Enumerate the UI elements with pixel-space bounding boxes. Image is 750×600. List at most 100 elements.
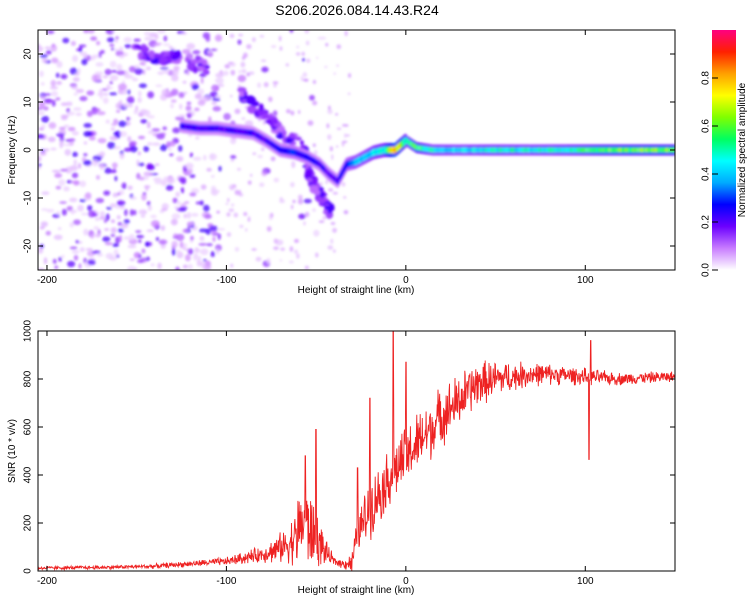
spectrogram-cell: [51, 57, 59, 64]
spectrogram-cell: [144, 36, 153, 41]
spectrogram-cell: [115, 102, 123, 110]
spectrogram-cell: [279, 46, 283, 51]
spectrogram-cell: [303, 221, 306, 226]
spectrogram-cell: [206, 167, 212, 172]
spectrogram-cell: [257, 82, 262, 88]
spectrogram-cell: [148, 50, 155, 59]
spectrogram-cell: [135, 230, 142, 233]
spectrogram-cell: [38, 134, 45, 139]
spectrogram-cell: [187, 263, 193, 270]
spectrogram-y-axis-label: Frequency (Hz): [7, 116, 18, 185]
spectrogram-cell: [250, 173, 253, 177]
spectrogram-cell: [83, 123, 92, 128]
spectrogram-cell: [223, 112, 231, 121]
spectrogram-cell: [226, 232, 232, 237]
spectrogram-cell: [243, 52, 248, 59]
spectrogram-cell: [313, 229, 320, 237]
spectrogram-cell: [147, 130, 154, 135]
spectrogram-cell: [119, 54, 125, 59]
spectrogram-cell: [63, 186, 70, 192]
spectrogram-cell: [182, 80, 187, 84]
spectrogram-cell: [240, 61, 246, 68]
spectrogram-cell: [109, 80, 113, 85]
spectrogram-cell: [91, 54, 99, 59]
spectrogram-cell: [43, 93, 52, 96]
spectrogram-cell: [161, 88, 170, 96]
spectrogram-cell: [166, 141, 171, 149]
spectrogram-cell: [123, 37, 132, 43]
spectrogram-cell: [66, 179, 73, 184]
spectrogram-cell: [95, 197, 105, 204]
spectrogram-cell: [260, 59, 267, 62]
spectrogram-cell: [154, 163, 160, 166]
spectrogram-cell: [206, 243, 213, 247]
spectrogram-cell: [276, 124, 285, 133]
spectrogram-cell: [138, 209, 148, 215]
spectrogram-cell: [270, 156, 276, 162]
spectrogram-cell: [104, 167, 112, 174]
spectrogram-cell: [224, 64, 231, 69]
spectrogram-cell: [345, 134, 350, 137]
spectrogram-cell: [75, 88, 85, 94]
spectrogram-cell: [343, 196, 347, 199]
spectrogram-cell: [237, 39, 242, 45]
spectrogram-cell: [175, 266, 180, 270]
spectrogram-cell: [63, 124, 70, 128]
spectrogram-cell: [124, 43, 132, 49]
spectrogram-cell: [191, 84, 200, 91]
spectrogram-cell: [204, 214, 212, 219]
spectrogram-cell: [169, 153, 174, 157]
spectrogram-cell: [127, 185, 133, 190]
spectrogram-cell: [73, 159, 77, 166]
colorbar: 0.0 0.2 0.4 0.6 0.8 Normalized spectral ampl…: [701, 30, 748, 277]
spectrogram-cell: [51, 100, 56, 107]
spectrogram-cell: [197, 256, 202, 261]
spectrogram-cell: [60, 114, 69, 118]
spectrogram-cell: [150, 59, 161, 65]
spectrogram-cell: [296, 253, 300, 259]
spectrogram-cell: [170, 218, 178, 226]
spectrogram-cell: [247, 218, 250, 222]
spectrogram-cell: [165, 184, 174, 191]
spectrogram-cell: [38, 101, 46, 108]
spectrogram-cell: [127, 103, 133, 108]
spectrogram-cell: [50, 147, 57, 151]
spectrogram-cell: [73, 180, 80, 186]
spectrogram-cell: [82, 51, 88, 59]
spectrogram-cell: [217, 83, 225, 88]
spectrogram-cell: [184, 201, 190, 204]
spectrogram-cell: [53, 234, 63, 240]
spectrogram-cell: [266, 257, 271, 265]
spectrogram-cell: [112, 192, 119, 198]
colorbar-label: Normalized spectral amplitude: [737, 82, 748, 217]
spectrogram-cell: [263, 81, 269, 88]
spectrogram-cell: [127, 75, 135, 79]
spectrogram-cell: [299, 140, 304, 146]
spectrogram-cell: [192, 156, 202, 161]
spectrogram-cell: [90, 36, 98, 41]
spectrogram-cell: [134, 68, 144, 75]
spectrogram-cell: [154, 33, 159, 40]
spectrogram-cell: [38, 246, 44, 254]
spectrogram-cell: [302, 78, 309, 82]
spectrogram-cell: [77, 162, 82, 169]
spectrogram-cell: [195, 201, 202, 205]
spectrogram-cell: [257, 154, 263, 159]
spectrogram-cell: [272, 110, 278, 117]
spectrogram-cell: [272, 81, 279, 85]
spectrogram-cell: [46, 208, 55, 213]
spectrogram-cell: [52, 213, 60, 218]
spectrogram-cell: [43, 257, 48, 265]
snr-y-tick-label: 800: [23, 370, 34, 387]
spectrogram-cell: [261, 147, 265, 152]
spectrogram-cell: [176, 156, 184, 162]
spectrogram-cell: [241, 68, 247, 74]
spectrogram-cell: [261, 170, 268, 177]
spectrogram-cell: [171, 69, 179, 76]
spectrogram-cell: [228, 208, 235, 212]
spectrogram-cell: [127, 89, 131, 95]
spectrogram-cell: [298, 110, 301, 114]
spectrogram-cell: [109, 43, 115, 47]
spectrogram-cell: [203, 95, 212, 102]
spectrogram-cell: [313, 149, 318, 156]
